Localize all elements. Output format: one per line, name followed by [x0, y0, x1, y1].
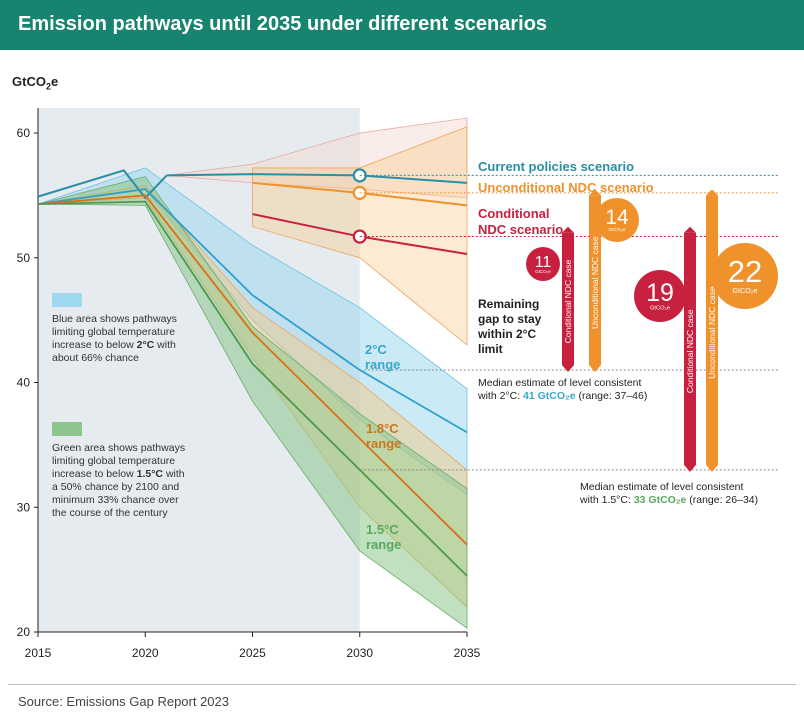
gap-arrow-top-3	[706, 189, 718, 196]
band-layer	[37, 117, 468, 630]
legend-green-line-4: a 50% chance by 2100 and	[52, 481, 180, 493]
legend-green-line-5: minimum 33% chance over	[52, 494, 179, 506]
series-line-1	[166, 173, 468, 184]
legend-blue-line-3: increase to below 2°C with	[52, 339, 222, 352]
label-median-15c-2: with 1.5°C: 33 GtCO₂e (range: 26–34)	[579, 494, 758, 506]
x-tick-label-2020: 2020	[132, 646, 159, 660]
label-gap-1: Remaining	[478, 297, 539, 311]
gap-bubble-0	[526, 247, 560, 281]
gap-arrow-top-2	[684, 226, 696, 233]
legend-blue-text: Blue area shows pathways limiting global…	[52, 313, 222, 365]
label-median-15c-1: Median estimate of level consistent	[580, 481, 743, 493]
legend-green-text: Green area shows pathways limiting globa…	[52, 442, 222, 520]
label-range-2c-1: 2°C	[365, 342, 387, 357]
gap-bar-1	[589, 195, 601, 373]
gap-value-3: 22	[728, 254, 762, 289]
label-range-15c-2: range	[366, 537, 401, 552]
label-gap-2: gap to stay	[478, 312, 542, 326]
gap-value-1: 14	[605, 206, 629, 229]
y-unit-sub: 2	[45, 81, 51, 92]
label-range-18c-1: 1.8°C	[366, 421, 399, 436]
gap-bar-2	[684, 232, 696, 472]
gap-arrow-top-0	[562, 226, 574, 233]
legend-green-line-6: the course of the century	[52, 507, 168, 519]
median-15c-value: 33 GtCO₂e	[634, 494, 687, 506]
y-unit-end: e	[50, 74, 59, 89]
legend-green-swatch	[52, 422, 82, 436]
footer-divider	[8, 684, 796, 685]
gap-bar-0	[562, 232, 574, 373]
label-range-15c-1: 1.5°C	[366, 522, 399, 537]
legend-blue-line-2: limiting global temperature	[52, 326, 176, 338]
series-line-4	[37, 188, 468, 434]
source-note: Source: Emissions Gap Report 2023	[18, 694, 229, 709]
y-tick-label-20: 20	[17, 625, 31, 639]
label-median-2c-1: Median estimate of level consistent	[478, 377, 641, 389]
chart-title: Emission pathways until 2035 under diffe…	[18, 13, 548, 35]
label-gap-4: limit	[478, 342, 503, 356]
median-2c-range: (range: 37–46)	[576, 390, 648, 402]
legend-green-3c: with	[163, 468, 185, 480]
gap-value-2: 19	[646, 279, 674, 307]
header-bar: Emission pathways until 2035 under diffe…	[0, 0, 804, 50]
label-conditional-2: NDC scenario	[478, 222, 563, 237]
gap-value-0: 11	[535, 254, 552, 271]
median-15c-range: (range: 26–34)	[686, 494, 758, 506]
gap-bubble-1	[595, 198, 639, 242]
legend-green-3a: increase to below	[52, 468, 137, 480]
legend-blue-3a: increase to below	[52, 339, 137, 351]
gap-bubble-2	[634, 270, 686, 322]
legend-blue-line-4: about 66% chance	[52, 352, 139, 364]
band-4	[37, 176, 468, 630]
y-tick-label-60: 60	[17, 126, 31, 140]
gap-case-label-3: Unconditional NDC case	[707, 286, 717, 379]
gap-unit-3: GtCO₂e	[732, 286, 757, 295]
median-2c-value: 41 GtCO₂e	[523, 390, 576, 402]
label-conditional-1: Conditional	[478, 206, 550, 221]
gap-bubble-3	[712, 243, 778, 309]
label-unconditional: Unconditional NDC scenario	[478, 180, 654, 195]
label-gap-3: within 2°C	[477, 327, 536, 341]
gap-unit-1: GtCO₂e	[609, 227, 626, 233]
legend-blue-swatch	[52, 293, 82, 307]
legend-blue-3c: with	[154, 339, 176, 351]
y-tick-label-30: 30	[17, 500, 31, 514]
legend-green-line-3: increase to below 1.5°C with	[52, 468, 222, 481]
gap-unit-2: GtCO₂e	[650, 305, 670, 311]
legend-blue-line-1: Blue area shows pathways	[52, 313, 177, 325]
series-line-0	[37, 169, 168, 200]
label-range-2c-2: range	[365, 357, 400, 372]
gap-arrow-top-1	[589, 189, 601, 196]
label-current: Current policies scenario	[478, 159, 634, 174]
gap-case-label-1: Unconditional NDC case	[590, 236, 600, 329]
legend-green-line-1: Green area shows pathways	[52, 442, 186, 454]
gap-case-label-2: Conditional NDC case	[685, 309, 695, 393]
x-tick-label-2015: 2015	[25, 646, 52, 660]
x-tick-label-2025: 2025	[239, 646, 266, 660]
series-line-6	[37, 200, 468, 577]
x-tick-label-2035: 2035	[454, 646, 481, 660]
gap-case-label-0: Conditional NDC case	[563, 259, 573, 343]
median-2c-prefix: with 2°C:	[477, 390, 523, 402]
y-tick-label-50: 50	[17, 251, 31, 265]
median-15c-prefix: with 1.5°C:	[579, 494, 634, 506]
y-axis-unit: GtCO2e	[12, 74, 58, 92]
x-tick-label-2030: 2030	[346, 646, 373, 660]
gap-unit-0: GtCO₂e	[535, 269, 551, 274]
label-median-2c-2: with 2°C: 41 GtCO₂e (range: 37–46)	[477, 390, 647, 402]
y-unit-main: GtCO	[12, 74, 46, 89]
series-line-5	[37, 194, 468, 546]
label-range-18c-2: range	[366, 436, 401, 451]
legend-blue-3b: 2°C	[136, 339, 155, 351]
legend-green-line-2: limiting global temperature	[52, 455, 176, 467]
y-tick-label-40: 40	[17, 376, 31, 390]
legend-green-3b: 1.5°C	[136, 468, 164, 480]
